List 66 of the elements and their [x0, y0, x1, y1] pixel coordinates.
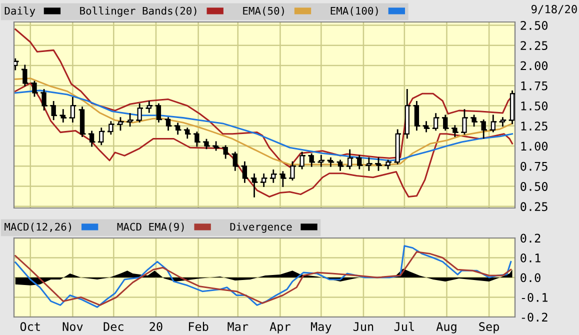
legend-label: Bollinger Bands(20) — [80, 6, 196, 17]
candlestick — [194, 132, 200, 147]
y-tick-label: 0.0 — [520, 273, 540, 282]
candlestick — [80, 106, 85, 138]
legend-label: EMA(50) — [243, 6, 284, 16]
text: 9/18/20 — [531, 4, 577, 14]
candlestick — [128, 113, 132, 127]
candlestick — [424, 121, 429, 132]
candlestick — [347, 149, 352, 170]
y-tick-label: 0.75 — [520, 162, 548, 171]
candlestick — [108, 121, 114, 135]
candlestick — [510, 90, 515, 124]
candlestick — [366, 157, 372, 171]
y-tick-label: 1.00 — [521, 142, 548, 151]
x-tick-label: Mar — [228, 322, 248, 332]
candlestick — [433, 113, 438, 131]
y-tick-label: 0.2 — [520, 234, 540, 243]
line-series — [14, 82, 514, 198]
y-tick-label: 2.25 — [520, 41, 548, 50]
y-tick-label: 2.00 — [520, 61, 548, 70]
candlestick — [242, 161, 248, 183]
candlestick — [118, 117, 123, 131]
x-tick-label: 20 — [150, 322, 162, 332]
candlestick — [32, 80, 37, 97]
x-tick-label: Jun — [353, 322, 374, 332]
candlestick — [462, 109, 467, 135]
candlestick — [290, 161, 295, 181]
candlestick — [175, 122, 180, 135]
legend-label: Daily — [4, 6, 36, 17]
x-tick-label: Dec — [104, 322, 124, 332]
candlestick — [414, 101, 420, 131]
candlestick — [42, 88, 46, 110]
candlestick — [70, 96, 76, 123]
y-tick-label: 1.75 — [521, 82, 548, 90]
candlestick — [252, 173, 257, 198]
legend-label: EMA(100) — [330, 6, 378, 16]
y-tick-label: -0.1 — [522, 293, 548, 302]
x-tick-label: May — [310, 322, 332, 334]
y-tick-label: -0.2 — [522, 312, 548, 322]
x-tick-label: Sep — [479, 322, 500, 334]
candlestick — [452, 125, 458, 138]
candlestick — [156, 103, 162, 123]
candlestick — [166, 117, 171, 131]
candlestick — [89, 130, 94, 147]
candlestick — [261, 173, 266, 187]
legend-label: MACD EMA(9) — [117, 222, 184, 232]
candlestick — [22, 64, 28, 86]
x-tick-label: Oct — [20, 322, 40, 332]
x-tick-label: Feb — [188, 322, 208, 332]
candlestick — [443, 114, 448, 131]
candlestick — [300, 152, 304, 170]
y-tick-label: 0.50 — [520, 182, 548, 191]
y-tick-label: 1.50 — [521, 101, 548, 110]
x-tick-label: Nov — [62, 322, 83, 332]
y-tick-label: 1.25 — [521, 122, 548, 131]
x-tick-label: Aug — [436, 322, 456, 334]
legend-label: MACD(12,26) — [4, 222, 71, 232]
candlestick — [472, 114, 476, 127]
y-tick-label: 0.1 — [520, 254, 540, 262]
y-tick-label: 2.50 — [520, 20, 548, 30]
candlestick — [280, 171, 286, 187]
candlestick — [338, 160, 343, 171]
y-tick-label: 0.25 — [520, 202, 548, 212]
legend-label: Divergence — [230, 222, 292, 233]
x-tick-label: Jul — [394, 322, 414, 332]
x-tick-label: Apr — [270, 322, 290, 334]
